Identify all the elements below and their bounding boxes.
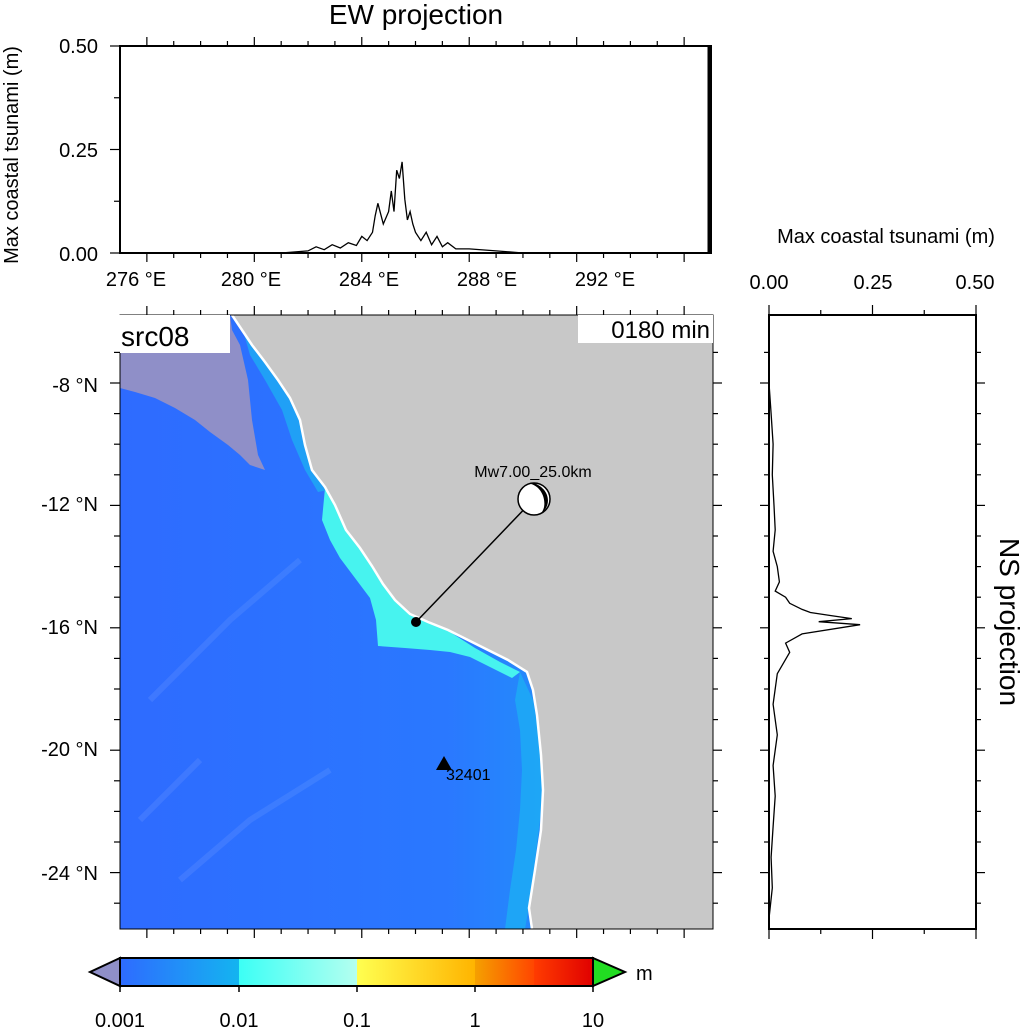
ew-panel: EW projection Max coastal tsunami (m) 0.… [1, 0, 712, 291]
ew-x-tick-label: 284 °E [339, 269, 399, 291]
ns-plot-frame [768, 314, 977, 930]
ew-x-tick-label: 276 °E [106, 269, 166, 291]
ns-panel-title: NS projection [994, 538, 1024, 706]
epicenter-connector [415, 498, 535, 623]
ns-x-tick-label: 0.25 [854, 272, 893, 294]
map-frame [119, 314, 714, 930]
ns-series-line [768, 382, 861, 919]
ew-x-tick-label: 280 °E [221, 269, 281, 291]
source-label: src08 [121, 321, 189, 352]
seafloor-texture [137, 557, 332, 883]
colorbar-segment [475, 958, 534, 986]
ns-axis-ticks [760, 305, 985, 939]
colorbar-tick-label: 0.1 [343, 1010, 371, 1031]
map-axis-ticks [110, 306, 722, 938]
lat-tick-label: -24 °N [41, 863, 98, 885]
colorbar: m 0.001 0.01 0.1 1 10 [87, 956, 653, 1031]
ew-panel-title: EW projection [329, 0, 503, 30]
colorbar-tick-label: 0.01 [220, 1010, 259, 1031]
colorbar-segment [120, 958, 239, 986]
lat-tick-label: -12 °N [41, 494, 98, 516]
time-label-box [578, 315, 713, 343]
ew-y-tick-label: 0.00 [59, 244, 98, 266]
focal-mechanism-icon [517, 482, 551, 516]
ns-x-tick-label: 0.00 [750, 272, 789, 294]
ew-y-axis-label: Max coastal tsunami (m) [1, 46, 23, 264]
land-area [232, 315, 713, 929]
ew-plot-frame [119, 45, 712, 254]
colorbar-under-arrow [87, 956, 121, 988]
station-triangle-icon [436, 756, 452, 770]
coastline [230, 315, 545, 929]
ew-y-tick-label: 0.25 [59, 140, 98, 162]
colorbar-tick-label: 0.001 [95, 1010, 145, 1031]
dry-region [120, 315, 265, 470]
lat-tick-label: -20 °N [41, 739, 98, 761]
source-label-box [118, 315, 230, 353]
colorbar-segment [357, 958, 475, 986]
colorbar-ticks [119, 986, 594, 992]
tsunami-map: src08 0180 min Mw7.00_25.0km 32401 -8 °N… [41, 306, 722, 938]
ns-panel: Max coastal tsunami (m) 0.00 0.25 0.50 N… [750, 226, 1024, 939]
colorbar-segment [239, 958, 357, 986]
lat-tick-label: -16 °N [41, 617, 98, 639]
lat-tick-label: -8 °N [52, 375, 98, 397]
ew-x-tick-label: 288 °E [457, 269, 517, 291]
colorbar-unit: m [636, 963, 653, 985]
time-label: 0180 min [611, 317, 710, 344]
ns-x-tick-label: 0.50 [956, 272, 995, 294]
ew-x-tick-label: 292 °E [575, 269, 635, 291]
ew-y-tick-label: 0.50 [59, 36, 98, 58]
colorbar-tick-label: 1 [469, 1010, 480, 1031]
colorbar-tick-label: 10 [582, 1010, 604, 1031]
high-amplitude-zone [322, 488, 520, 678]
epicenter-dot [411, 617, 421, 627]
ew-series-line [281, 161, 524, 254]
earthquake-label: Mw7.00_25.0km [474, 464, 591, 481]
station-label: 32401 [446, 767, 491, 784]
ew-axis-ticks [110, 37, 685, 262]
ns-x-axis-label: Max coastal tsunami (m) [777, 226, 995, 248]
coastal-band-south [505, 672, 543, 929]
colorbar-segment [534, 958, 593, 986]
colorbar-over-arrow [592, 956, 628, 988]
